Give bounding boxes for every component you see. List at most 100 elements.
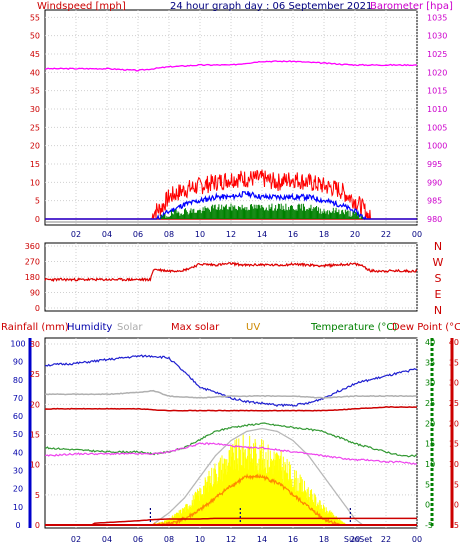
rainfall-label: Rainfall (mm) <box>1 322 69 333</box>
barometer-tick: 1020 <box>427 68 447 77</box>
dewpoint-tick: 20 <box>449 419 459 428</box>
windspeed-tick: 40 <box>30 68 40 77</box>
humidity-tick: 80 <box>13 376 23 385</box>
compass-label: E <box>435 288 442 301</box>
bottom-x-tick: 20 <box>350 535 360 544</box>
rain-tick: 30 <box>30 340 40 349</box>
barometer-axis-label: Barometer [hpa] <box>370 1 453 12</box>
solar-gray-line <box>44 389 418 399</box>
windspeed-tick: 50 <box>30 32 40 41</box>
humidity-line <box>44 354 418 408</box>
direction-tick: 270 <box>25 258 40 267</box>
bottom-x-tick: 12 <box>226 535 236 544</box>
dewpoint-tick: 0 <box>454 501 459 510</box>
barometer-tick: 1030 <box>427 32 447 41</box>
barometer-tick: 980 <box>427 215 442 224</box>
barometer-tick: 1035 <box>427 13 447 22</box>
rainfall-line <box>45 517 417 526</box>
dewpoint-tick: -5 <box>451 521 459 530</box>
top-x-tick: 06 <box>133 230 143 239</box>
humidity-tick: 0 <box>15 521 20 530</box>
humidity-tick: 70 <box>13 394 23 403</box>
sunset-label: SunSet <box>344 535 372 544</box>
bottom-x-tick: 04 <box>102 535 112 544</box>
rain-tick: 20 <box>30 400 40 409</box>
windspeed-tick: 0 <box>35 215 40 224</box>
direction-tick: 360 <box>25 242 40 251</box>
humidity-tick: 50 <box>13 430 23 439</box>
bottom-x-tick: 10 <box>195 535 205 544</box>
humidity-tick: 10 <box>13 503 23 512</box>
barometer-tick: 1005 <box>427 123 447 132</box>
temperature-tick: 30 <box>425 379 435 388</box>
windspeed-tick: 25 <box>30 123 40 132</box>
temperature-label: Temperature (°C) <box>310 322 397 333</box>
rain-tick: 10 <box>30 461 40 470</box>
rain-tick: 15 <box>30 431 40 440</box>
dewpoint-tick: 35 <box>449 358 459 367</box>
top-x-tick: 02 <box>71 230 81 239</box>
temperature-tick: 20 <box>425 419 435 428</box>
humidity-tick: 60 <box>13 412 23 421</box>
windspeed-tick: 20 <box>30 142 40 151</box>
top-panel-frame <box>44 9 418 226</box>
windspeed-tick: 15 <box>30 160 40 169</box>
temperature-tick: -5 <box>425 521 433 530</box>
direction-line <box>44 261 418 283</box>
barometer-tick: 995 <box>427 160 442 169</box>
rain-tick: 5 <box>35 491 40 500</box>
bottom-x-tick: 08 <box>164 535 174 544</box>
windspeed-tick: 45 <box>30 50 40 59</box>
temperature-tick: 10 <box>425 460 435 469</box>
dewpoint-line <box>44 442 418 465</box>
bottom-x-tick: 06 <box>133 535 143 544</box>
bottom-x-tick: 02 <box>71 535 81 544</box>
windspeed-tick: 55 <box>30 13 40 22</box>
direction-tick: 90 <box>30 289 40 298</box>
humidity-label: Humidity <box>67 322 112 333</box>
dewpoint-label: Dew Point (°C) <box>392 322 460 333</box>
bottom-x-tick: 14 <box>257 535 267 544</box>
humidity-tick: 100 <box>10 339 25 348</box>
top-x-tick: 22 <box>381 230 391 239</box>
bottom-x-tick: 00 <box>412 535 422 544</box>
top-x-tick: 10 <box>195 230 205 239</box>
windspeed-axis-label: Windspeed [mph] <box>37 1 126 12</box>
barometer-tick: 1025 <box>427 50 447 59</box>
chart-title: 24 hour graph day : 06 September 2021 <box>170 1 372 12</box>
barometer-tick: 985 <box>427 197 442 206</box>
dewpoint-tick: 25 <box>449 399 459 408</box>
max-solar-label: Max solar <box>171 322 220 333</box>
dewpoint-tick: 40 <box>449 338 459 347</box>
compass-label: N <box>434 240 442 253</box>
top-x-tick: 14 <box>257 230 267 239</box>
top-x-tick: 04 <box>102 230 112 239</box>
humidity-tick: 20 <box>13 485 23 494</box>
temperature-tick: 40 <box>425 338 435 347</box>
max-solar-line <box>44 406 417 412</box>
dewpoint-tick: 15 <box>449 440 459 449</box>
bottom-x-tick: 18 <box>319 535 329 544</box>
average-wind-line <box>45 190 417 221</box>
compass-label: N <box>434 304 442 317</box>
dewpoint-tick: 5 <box>454 480 459 489</box>
windspeed-tick: 35 <box>30 87 40 96</box>
barometer-tick: 990 <box>427 178 442 187</box>
barometer-tick: 1015 <box>427 87 447 96</box>
top-x-tick: 08 <box>164 230 174 239</box>
bottom-x-tick: 22 <box>381 535 391 544</box>
temperature-tick: 5 <box>425 480 430 489</box>
windspeed-tick: 5 <box>35 197 40 206</box>
max-solar-curve <box>151 427 364 526</box>
temperature-line <box>44 422 417 458</box>
dewpoint-tick: 30 <box>449 379 459 388</box>
direction-tick: 180 <box>25 273 40 282</box>
top-x-tick: 20 <box>350 230 360 239</box>
barometer-tick: 1010 <box>427 105 447 114</box>
barometer-tick: 1000 <box>427 142 447 151</box>
temperature-tick: 15 <box>425 440 435 449</box>
rain-tick: 0 <box>35 521 40 530</box>
windspeed-tick: 10 <box>30 178 40 187</box>
rain-tick: 25 <box>30 370 40 379</box>
